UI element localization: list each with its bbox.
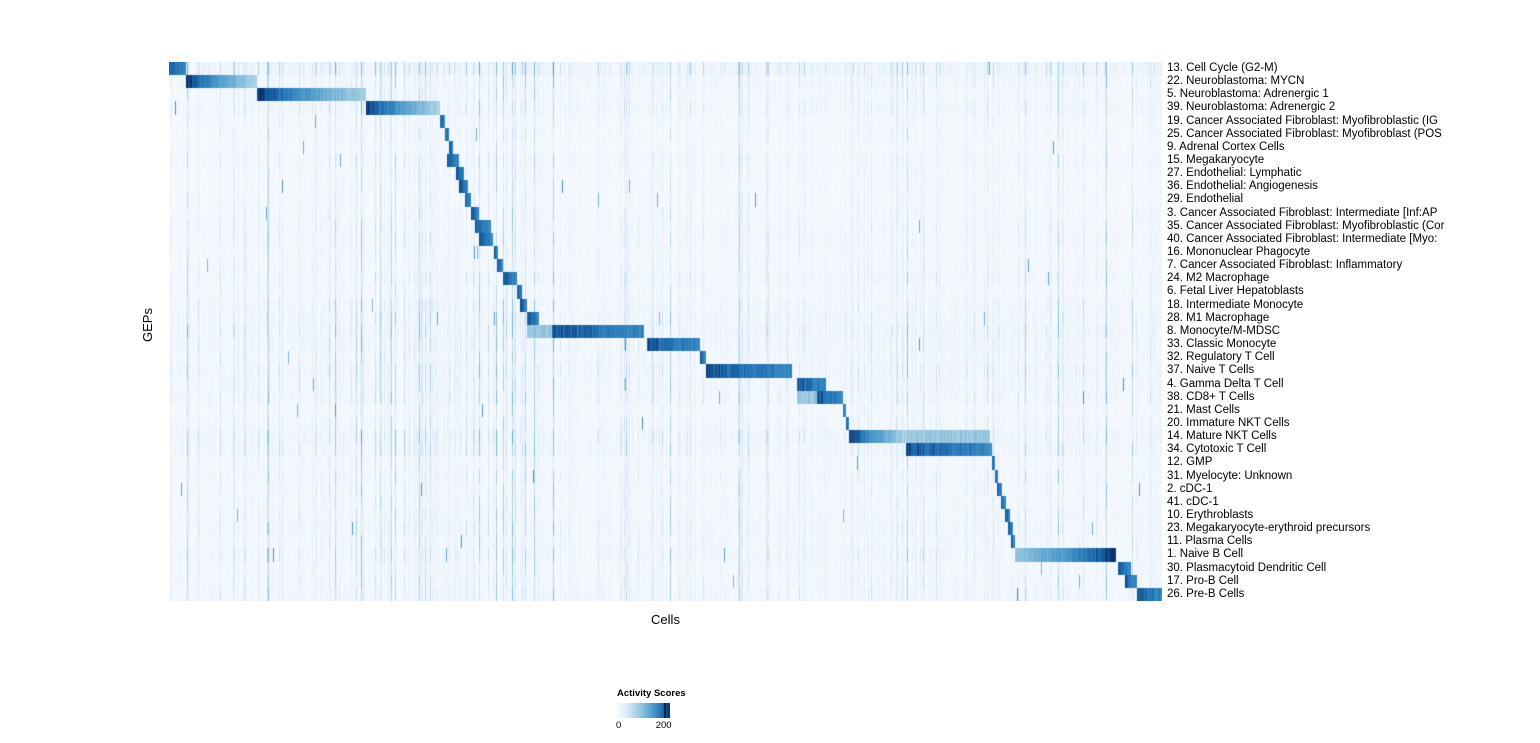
legend-tick-min: 0 — [616, 720, 622, 731]
legend-max-tick-mark — [663, 703, 666, 718]
row-label: 6. Fetal Liver Hepatoblasts — [1167, 285, 1304, 298]
row-label: 21. Mast Cells — [1167, 403, 1240, 416]
row-label: 9. Adrenal Cortex Cells — [1167, 140, 1285, 153]
row-label: 37. Naive T Cells — [1167, 364, 1255, 377]
row-label: 33. Classic Monocyte — [1167, 338, 1277, 351]
row-labels: 13. Cell Cycle (G2-M) 22. Neuroblastoma: … — [1167, 62, 1540, 602]
row-label: 41. cDC-1 — [1167, 495, 1219, 508]
row-label: 40. Cancer Associated Fibroblast: Interm… — [1167, 232, 1438, 245]
row-label: 27. Endothelial: Lymphatic — [1167, 167, 1302, 180]
row-label: 23. Megakaryocyte-erythroid precursors — [1167, 522, 1371, 535]
row-label: 24. M2 Macrophage — [1167, 272, 1270, 285]
row-label: 38. CD8+ T Cells — [1167, 390, 1255, 403]
row-label: 17. Pro-B Cell — [1167, 574, 1239, 587]
row-label: 2. cDC-1 — [1167, 482, 1213, 495]
row-label: 3. Cancer Associated Fibroblast: Interme… — [1167, 206, 1438, 219]
legend-gradient-bar — [617, 703, 670, 718]
row-label: 25. Cancer Associated Fibroblast: Myofib… — [1167, 127, 1442, 140]
row-label: 20. Immature NKT Cells — [1167, 416, 1290, 429]
legend: Activity Scores 0 200 — [616, 688, 727, 732]
row-label: 15. Megakaryocyte — [1167, 154, 1265, 167]
legend-tick-max: 200 — [655, 720, 672, 731]
heatmap-canvas — [169, 62, 1162, 601]
row-label: 31. Myelocyte: Unknown — [1167, 469, 1293, 482]
row-label: 30. Plasmacytoid Dendritic Cell — [1167, 561, 1327, 574]
row-label: 18. Intermediate Monocyte — [1167, 298, 1304, 311]
row-label: 26. Pre-B Cells — [1167, 587, 1245, 600]
row-label: 28. M1 Macrophage — [1167, 311, 1270, 324]
row-label: 10. Erythroblasts — [1167, 508, 1254, 521]
row-label: 11. Plasma Cells — [1167, 535, 1253, 548]
row-label: 35. Cancer Associated Fibroblast: Myofib… — [1167, 219, 1445, 232]
row-label: 14. Mature NKT Cells — [1167, 430, 1277, 443]
row-label: 16. Mononuclear Phagocyte — [1167, 246, 1311, 259]
legend-tick-labels: 0 200 — [616, 720, 672, 732]
row-label: 29. Endothelial — [1167, 193, 1244, 206]
x-axis-label: Cells — [651, 612, 680, 627]
row-label: 1. Naive B Cell — [1167, 548, 1244, 561]
row-label: 5. Neuroblastoma: Adrenergic 1 — [1167, 88, 1329, 101]
y-axis-label: GEPs — [140, 308, 155, 342]
row-label: 12. GMP — [1167, 456, 1213, 469]
row-label: 13. Cell Cycle (G2-M) — [1167, 62, 1278, 74]
row-label: 22. Neuroblastoma: MYCN — [1167, 75, 1305, 88]
row-label: 7. Cancer Associated Fibroblast: Inflamm… — [1167, 259, 1403, 272]
row-label: 39. Neuroblastoma: Adrenergic 2 — [1167, 101, 1336, 114]
row-label: 34. Cytotoxic T Cell — [1167, 443, 1267, 456]
row-label: 36. Endothelial: Angiogenesis — [1167, 180, 1318, 193]
row-label: 8. Monocyte/M-MDSC — [1167, 324, 1281, 337]
row-label: 19. Cancer Associated Fibroblast: Myofib… — [1167, 114, 1439, 127]
legend-title: Activity Scores — [617, 688, 686, 699]
row-label: 4. Gamma Delta T Cell — [1167, 377, 1284, 390]
row-label: 32. Regulatory T Cell — [1167, 351, 1275, 364]
